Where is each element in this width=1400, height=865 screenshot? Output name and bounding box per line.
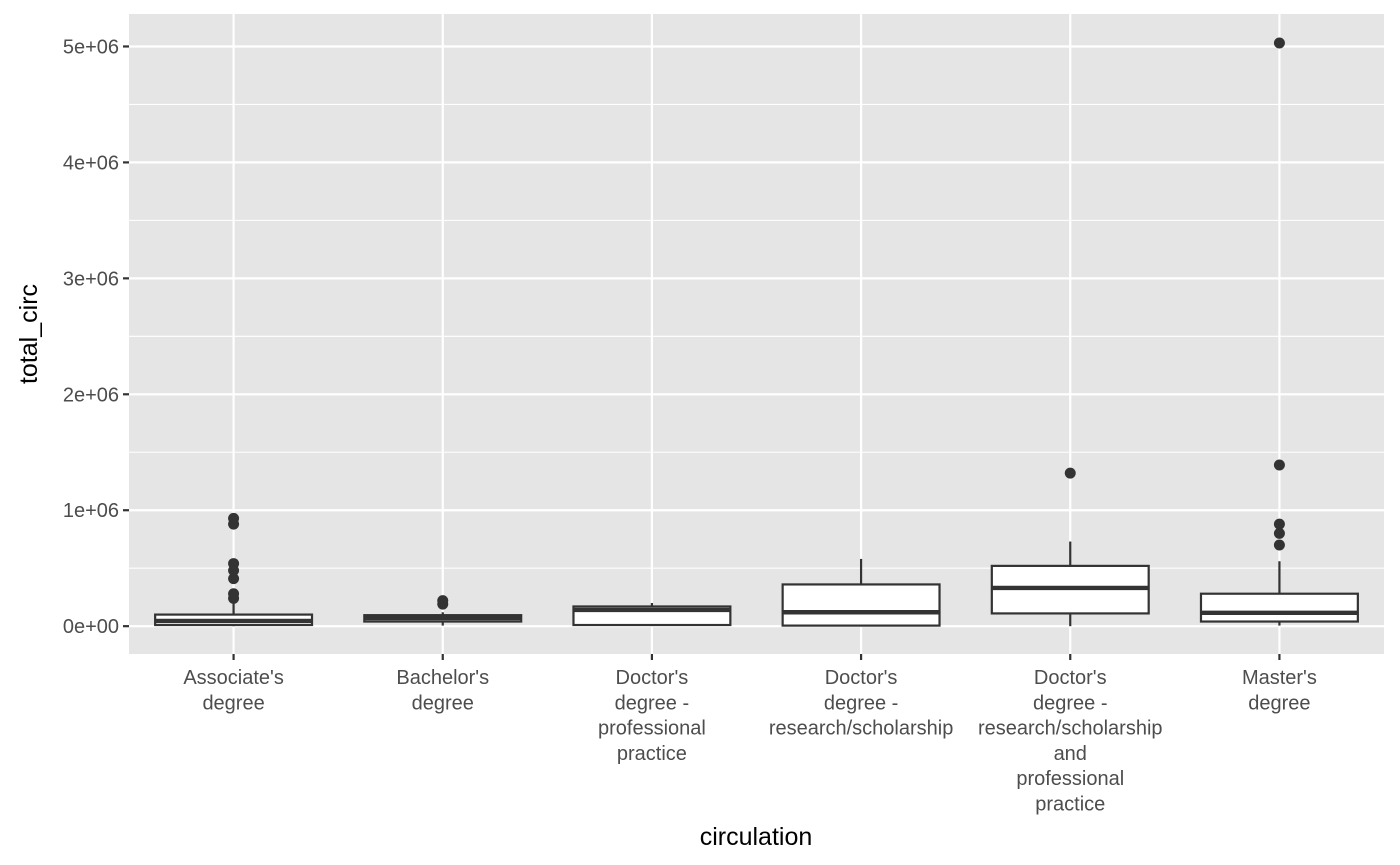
y-tick-label: 1e+06 [63,500,119,522]
box-group [572,602,732,627]
plot-panel [129,14,1384,654]
box-group [1199,37,1359,626]
y-tick-label: 4e+06 [63,152,119,174]
iqr-box [1199,592,1359,623]
x-axis: Associate's degree Bachelor's degree Doctor'… [183,654,1317,816]
x-tick-label: Bachelor's degree [396,667,489,714]
x-tick-label: Associate's degree [183,667,284,714]
grid-lines [129,14,1384,654]
box-group [363,595,523,626]
x-tick-label: Doctor's degree -research/scholarship and p… [978,667,1163,816]
x-tick-label: Doctor's degree -research/scholarship [769,667,954,740]
iqr-box [781,583,941,627]
x-tick-label: Master's degree [1242,667,1317,714]
box-group [154,512,314,627]
y-tick-label: 3e+06 [63,268,119,290]
outlier-point [228,512,240,524]
outlier-point [1064,467,1076,479]
outlier-point [228,558,240,570]
y-tick-label: 5e+06 [63,36,119,58]
outlier-point [1273,518,1285,530]
outlier-point [1273,527,1285,539]
box-group [781,558,941,627]
y-axis: 0e+00 1e+06 2e+06 3e+06 4e+06 5e+06 [63,36,129,638]
outlier-point [228,588,240,600]
outlier-point [1273,459,1285,471]
outlier-point [228,573,240,585]
x-axis-title: circulation [700,823,813,851]
boxes [154,37,1359,627]
y-axis-title: total_circ [15,284,43,384]
x-tick-label: Doctor's degree -professional practice [598,667,706,765]
box-group [990,467,1150,627]
outlier-point [437,595,449,607]
y-tick-label: 0e+00 [63,616,119,638]
outlier-point [1273,539,1285,551]
y-tick-label: 2e+06 [63,384,119,406]
outlier-point [1273,37,1285,49]
